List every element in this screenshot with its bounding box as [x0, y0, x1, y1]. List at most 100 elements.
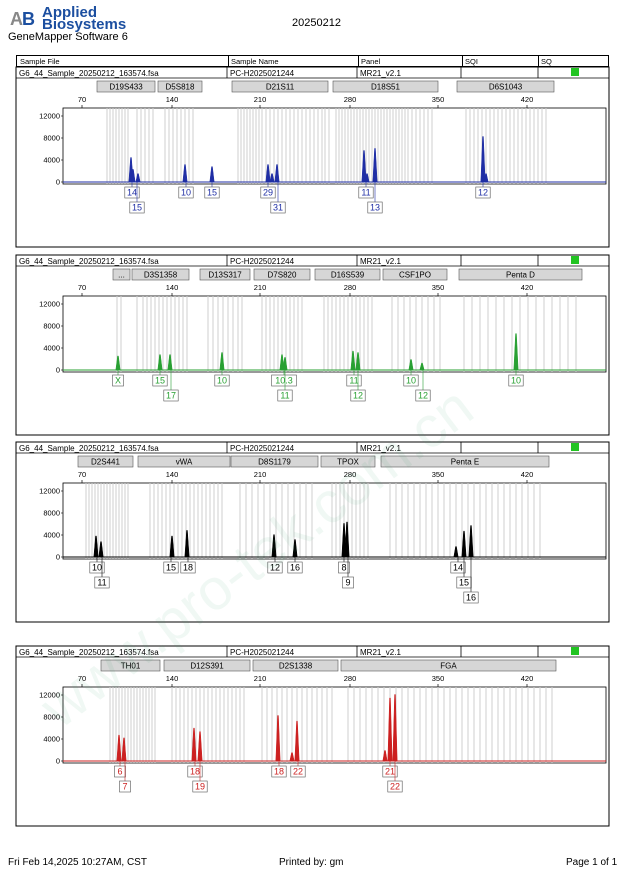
size-axis-tick-label: 280: [344, 95, 357, 104]
allele-call-label: 11: [361, 188, 370, 198]
panel-sample-name: PC-H2025021244: [230, 648, 295, 657]
allele-call-label: 16: [466, 593, 476, 603]
allele-call: 15: [129, 182, 145, 214]
allele-call: 13: [367, 182, 383, 214]
marker-label: D2S441: [91, 458, 120, 467]
y-axis-tick-label: 8000: [43, 509, 60, 518]
marker-box: [131, 268, 190, 281]
allele-call-box: [152, 374, 168, 387]
marker-label: vWA: [176, 458, 193, 467]
size-axis-tick-label: 280: [344, 283, 357, 292]
allele-call: 6: [114, 761, 126, 778]
allele-call-label: 12: [478, 188, 488, 198]
trace-peak: [98, 541, 104, 558]
ab-logo-icon: A B: [9, 7, 39, 29]
size-axis-tick-label: 140: [166, 95, 179, 104]
allele-call: 18: [180, 557, 196, 574]
marker-bin: FGA: [340, 659, 557, 672]
marker-bin: D12S391: [163, 659, 251, 672]
trace-peak: [209, 166, 215, 183]
trace-peak: [513, 333, 519, 371]
marker-box: [332, 80, 439, 93]
allele-call-box: [382, 765, 398, 778]
size-axis-tick-label: 350: [432, 283, 445, 292]
trace-peak: [453, 546, 459, 558]
size-axis-tick-label: 210: [254, 95, 267, 104]
marker-bin: D19S433: [96, 80, 156, 93]
size-axis-tick-label: 210: [254, 674, 267, 683]
size-axis-tick-label: 350: [432, 95, 445, 104]
marker-box: [199, 268, 251, 281]
trace-peak: [184, 530, 190, 558]
marker-box: [137, 455, 231, 468]
allele-call-label: 15: [166, 563, 176, 573]
allele-call-label: 6: [117, 767, 122, 777]
allele-call-label: 11: [280, 391, 289, 401]
allele-call: 19: [192, 761, 208, 793]
marker-box: [314, 268, 381, 281]
size-axis-tick-label: 420: [521, 95, 534, 104]
plot-area: [62, 295, 607, 373]
allele-call-label: 18: [190, 767, 200, 777]
y-axis-tick-label: 8000: [43, 322, 60, 331]
y-axis-tick-label: 12000: [39, 691, 60, 700]
allele-call-label: 14: [127, 188, 137, 198]
allele-call: 21: [382, 761, 398, 778]
brand-name-second-line: Biosystems: [42, 16, 127, 33]
panel-panel-name: MR21_v2.1: [360, 257, 401, 266]
panel-info-row: G6_44_Sample_20250212_163574.fsa PC-H2025…: [16, 646, 609, 658]
panel-panel-name: MR21_v2.1: [360, 444, 401, 453]
allele-call-box: [475, 186, 491, 199]
trace-peak: [182, 164, 188, 183]
allele-call: 16: [287, 557, 303, 574]
allele-call-label: 10: [181, 188, 191, 198]
column-sq: SQ: [541, 57, 552, 66]
trace-peak: [350, 350, 356, 371]
y-axis-tick-label: 0: [56, 366, 60, 375]
trace-peak: [483, 173, 489, 183]
trace-peak: [219, 352, 225, 371]
marker-label: D12S391: [190, 662, 224, 671]
size-axis-tick-label: 350: [432, 674, 445, 683]
marker-box: [456, 80, 555, 93]
dye-panel-2: G6_44_Sample_20250212_163574.fsa PC-H2025…: [15, 254, 610, 436]
y-axis-tick-label: 8000: [43, 134, 60, 143]
marker-bin: D18S51: [332, 80, 439, 93]
y-axis-tick-label: 12000: [39, 300, 60, 309]
size-axis-tick-label: 420: [521, 470, 534, 479]
size-axis-tick-label: 350: [432, 470, 445, 479]
allele-call-label: 9: [345, 578, 350, 588]
y-axis-tick-label: 4000: [43, 735, 60, 744]
size-axis-tick-label: 140: [166, 674, 179, 683]
marker-label: D3S1358: [144, 271, 178, 280]
allele-call-label: 31: [273, 203, 283, 213]
trace-peak: [269, 173, 275, 183]
marker-box: [382, 268, 448, 281]
allele-call: 12: [475, 182, 491, 199]
panel-sample-name: PC-H2025021244: [230, 69, 295, 78]
allele-call-box: [271, 765, 287, 778]
trace-peak: [169, 535, 175, 558]
allele-call-label: 10.3: [275, 376, 293, 386]
marker-label: CSF1PO: [399, 271, 431, 280]
allele-call: 15: [163, 557, 179, 574]
allele-call-box: [358, 186, 374, 199]
allele-call-label: 11: [349, 376, 358, 386]
allele-call-box: [290, 765, 306, 778]
marker-bin: D2S1338: [252, 659, 339, 672]
trace-peak: [265, 164, 271, 183]
trace-peak: [382, 750, 388, 762]
allele-call: 10: [178, 182, 194, 199]
page-number: Page 1 of 1: [566, 857, 618, 868]
allele-call: 11: [358, 182, 374, 199]
marker-label: D18S51: [371, 83, 400, 92]
marker-box: [340, 659, 557, 672]
allele-call-box: [346, 374, 362, 387]
allele-call-box: [119, 780, 131, 793]
allele-call-label: 18: [274, 767, 284, 777]
allele-call-label: 21: [385, 767, 395, 777]
allele-call-label: 8: [341, 563, 346, 573]
y-axis-tick-label: 4000: [43, 531, 60, 540]
allele-call-box: [270, 201, 286, 214]
allele-call-label: 15: [155, 376, 165, 386]
